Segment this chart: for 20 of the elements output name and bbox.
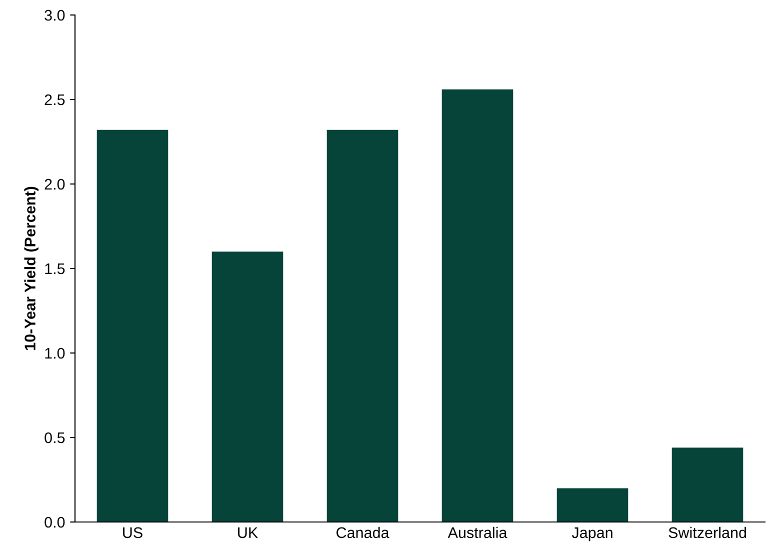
y-tick-label: 1.5 (45, 264, 65, 274)
x-tick-label: US (123, 527, 142, 538)
bar (96, 130, 168, 522)
y-tick-label: 2.0 (44, 178, 65, 190)
x-tick-label: Japan (572, 527, 612, 542)
y-tick-label: 3.0 (44, 10, 65, 21)
x-tick-label: Switzerland (668, 526, 746, 538)
x-tick-label: UK (238, 527, 258, 538)
y-tick-label: 1.0 (45, 348, 65, 359)
y-tick-label: 2.5 (44, 94, 65, 106)
y-axis-title: 10-Year Yield (Percent) (24, 186, 38, 350)
x-tick-label: Canada (336, 526, 390, 538)
y-tick-label: 0.0 (44, 516, 65, 528)
y-tick-label: 0.5 (44, 432, 65, 444)
bar (326, 130, 398, 522)
x-tick-label: Australia (448, 526, 508, 538)
bar (212, 252, 284, 522)
bar (556, 488, 628, 522)
bar (442, 89, 514, 522)
bar (672, 448, 744, 522)
